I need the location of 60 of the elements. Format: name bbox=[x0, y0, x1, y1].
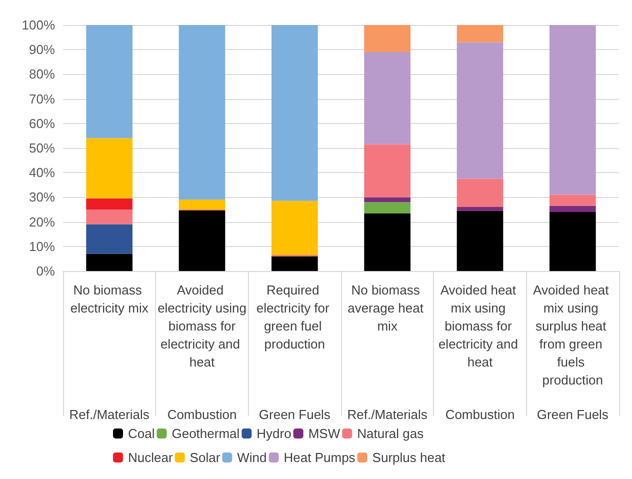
bar bbox=[86, 224, 132, 254]
bar bbox=[456, 42, 504, 179]
bar bbox=[86, 254, 132, 271]
bar bbox=[272, 256, 318, 271]
bar bbox=[456, 207, 504, 211]
legend-label: Geothermal bbox=[172, 426, 240, 441]
text: Green Fuels bbox=[536, 407, 609, 422]
y-tick-label: 20% bbox=[28, 214, 56, 230]
y-tick-label: 90% bbox=[28, 42, 56, 58]
y-tick-label: 10% bbox=[28, 238, 56, 254]
bar bbox=[550, 212, 596, 271]
bar bbox=[86, 210, 132, 224]
bar bbox=[86, 198, 132, 210]
x-tick-label: Avoided heat mix using biomass for electricity and heat bbox=[438, 282, 522, 370]
bar bbox=[456, 178, 504, 208]
legend-label: Wind bbox=[237, 450, 267, 465]
bar bbox=[456, 210, 504, 271]
bar bbox=[550, 194, 596, 206]
bar bbox=[550, 206, 596, 212]
y-tick-label: 100% bbox=[22, 18, 56, 32]
legend-label: Coal bbox=[128, 426, 155, 441]
legend-label: MSW bbox=[308, 426, 341, 441]
y-tick-label: 80% bbox=[28, 66, 56, 82]
legend-label: Solar bbox=[190, 450, 221, 465]
y-tick-label: 40% bbox=[28, 165, 56, 180]
x-tick-label: Avoided electricity using biomass for electricity and heat bbox=[158, 282, 246, 370]
y-tick-label: 60% bbox=[28, 116, 56, 131]
bar bbox=[272, 200, 318, 256]
bar bbox=[364, 52, 410, 144]
bar bbox=[86, 25, 132, 138]
legend-label: Natural gas bbox=[357, 426, 424, 441]
bar bbox=[456, 25, 504, 42]
bar bbox=[178, 210, 226, 271]
x-tick-label: No biomass average heat mix bbox=[348, 282, 428, 334]
legend-label: Heat Pumps bbox=[284, 450, 356, 465]
text: Combustion bbox=[445, 407, 515, 422]
bar bbox=[364, 25, 410, 52]
bar bbox=[86, 138, 132, 198]
legend-label: Nuclear bbox=[128, 450, 174, 465]
text: Ref./Materials bbox=[69, 407, 150, 422]
y-tick-label: 50% bbox=[28, 140, 56, 156]
bar bbox=[178, 25, 226, 200]
bar bbox=[364, 213, 410, 271]
bar bbox=[550, 25, 596, 195]
bar bbox=[364, 197, 410, 202]
x-tick-label: No biomass electricity mix bbox=[70, 282, 149, 316]
y-tick-label: 70% bbox=[28, 91, 56, 106]
legend-label: Surplus heat bbox=[372, 450, 446, 465]
legend-label: Hydro bbox=[256, 426, 292, 441]
bar bbox=[178, 200, 226, 210]
text: Ref./Materials bbox=[347, 407, 428, 422]
x-tick-label: Required electricity for green fuel production bbox=[256, 282, 333, 352]
bar bbox=[364, 144, 410, 198]
x-tick-label: Avoided heat mix using surplus heat from green fuels production bbox=[533, 282, 612, 388]
y-tick-label: 0% bbox=[36, 264, 56, 278]
text: Combustion bbox=[167, 407, 237, 422]
bar bbox=[364, 202, 410, 214]
text: Green Fuels bbox=[258, 407, 331, 422]
y-tick-label: 30% bbox=[28, 190, 56, 205]
bar bbox=[272, 25, 318, 201]
